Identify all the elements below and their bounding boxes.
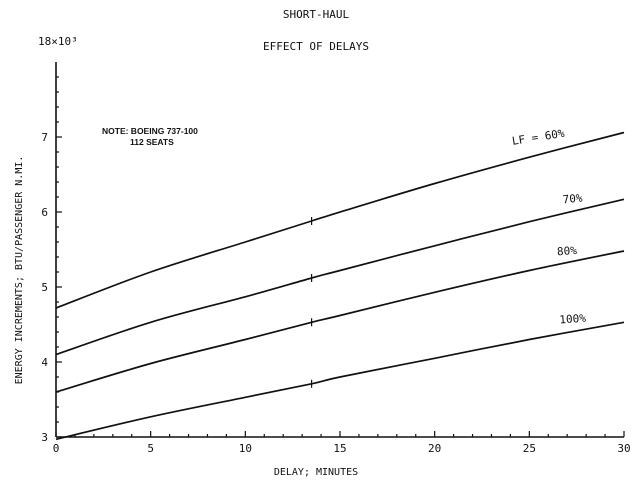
x-tick-label: 20 (428, 442, 441, 455)
series-line-3 (55, 250, 625, 393)
x-axis-label: DELAY; MINUTES (274, 467, 358, 478)
y-axis-label: ENERGY INCREMENTS; BTU/PASSENGER N.MI. (14, 156, 25, 385)
series-line-1 (55, 131, 625, 309)
plot-area: 0 5 10 15 20 25 30 3 4 5 6 7 LF = 60% 70% 80% 100% (41, 62, 631, 455)
y-tick-label: 6 (41, 206, 48, 219)
x-tick-label: 25 (523, 442, 536, 455)
series-label-4: 100% (559, 312, 587, 327)
note-line-1: NOTE: BOEING 737-100 (102, 126, 198, 136)
series-label-3: 80% (557, 244, 578, 258)
series-label-2: 70% (562, 192, 583, 207)
x-tick-label: 5 (147, 442, 154, 455)
y-tick-label: 5 (41, 281, 48, 294)
chart-title: SHORT-HAUL (283, 8, 350, 21)
y-tick-label: 7 (41, 131, 48, 144)
note-line-2: 112 SEATS (130, 137, 174, 147)
x-tick-label: 30 (617, 442, 630, 455)
x-tick-label: 0 (53, 442, 60, 455)
series-line-4 (55, 321, 625, 441)
series-label-1: LF = 60% (511, 127, 566, 148)
chart-subtitle: EFFECT OF DELAYS (263, 40, 369, 53)
y-tick-label: 3 (41, 431, 48, 444)
x-tick-label: 15 (333, 442, 346, 455)
x-tick-label: 10 (239, 442, 252, 455)
y-tick-label: 4 (41, 356, 48, 369)
series-line-2 (55, 198, 625, 356)
y-axis-multiplier-label: 18×10³ (38, 35, 78, 48)
